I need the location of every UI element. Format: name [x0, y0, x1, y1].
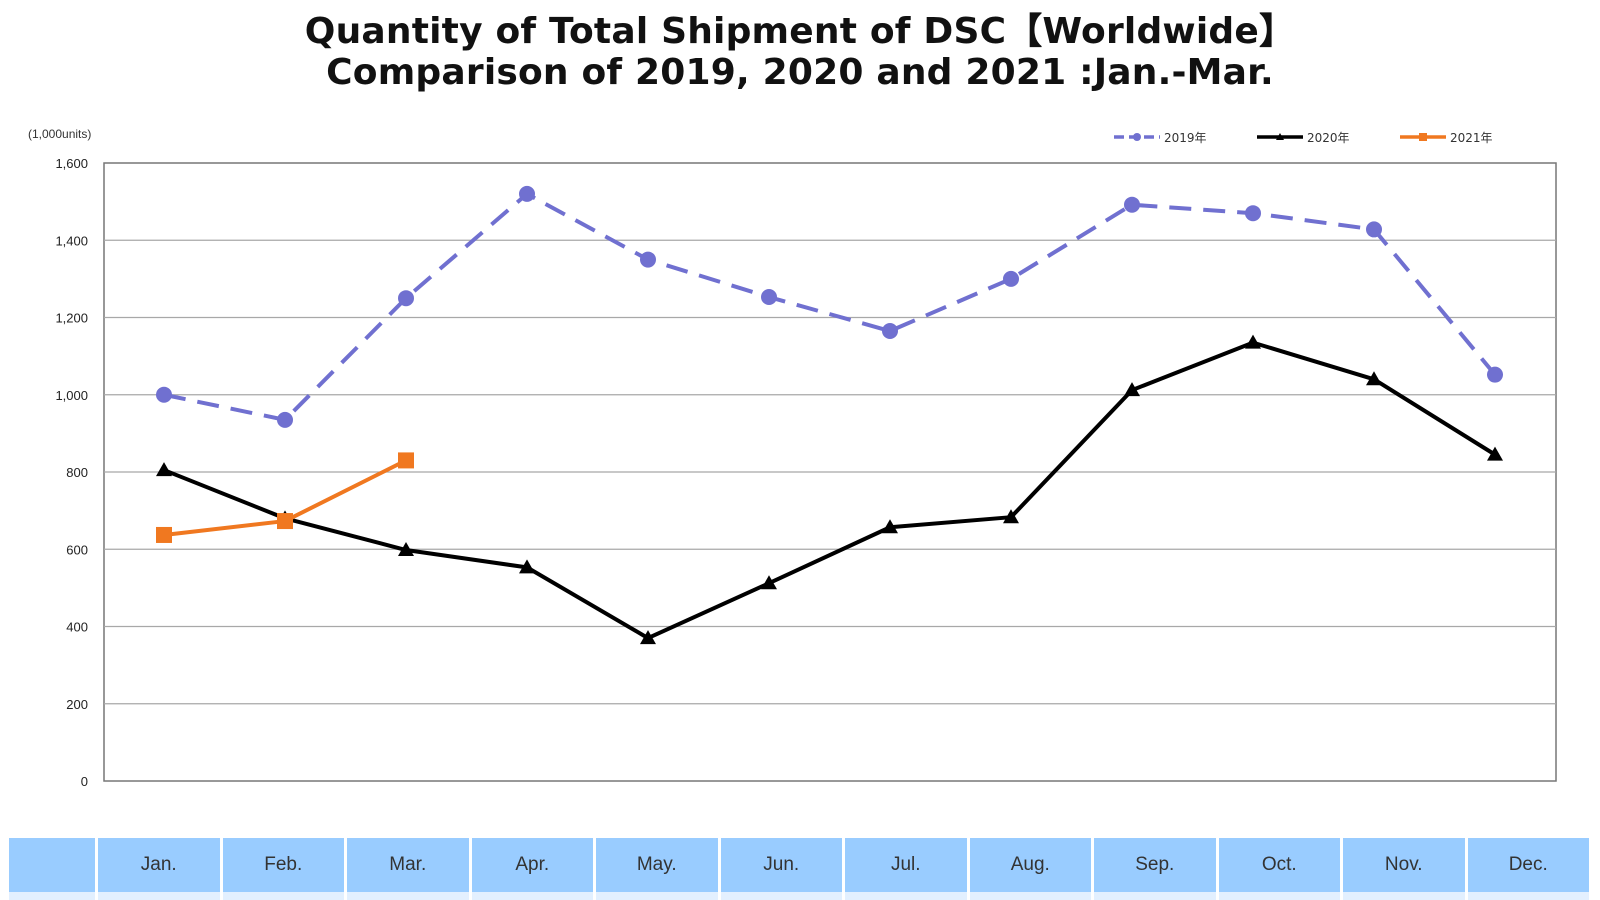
data-point-circle: [1124, 196, 1140, 213]
y-tick-label: 1,200: [55, 311, 88, 326]
legend-label: 2020年: [1307, 131, 1350, 145]
legend: 2019年 2020年 2021年: [1114, 131, 1493, 145]
y-tick-label: 1,400: [55, 233, 88, 248]
data-point-triangle: [1245, 334, 1261, 349]
month-table: Jan. Feb. Mar. Apr. May. Jun. Jul. Aug. Sep. Oct.…: [6, 838, 1592, 900]
data-point-circle: [398, 290, 414, 307]
data-point-triangle: [398, 542, 414, 557]
series-2020年: [156, 334, 1503, 645]
data-point-square: [277, 513, 293, 530]
month-cell: Jul.: [842, 838, 970, 892]
y-tick-label: 0: [81, 774, 88, 789]
series-2021年: [156, 452, 414, 543]
legend-label: 2021年: [1450, 131, 1493, 145]
month-table-next-row: [6, 892, 1592, 900]
data-point-circle: [1003, 270, 1019, 287]
month-header-blank: [6, 838, 98, 892]
table-cell: [1340, 892, 1468, 900]
data-point-square: [398, 452, 414, 469]
data-point-circle: [1366, 221, 1382, 238]
chart-title: Quantity of Total Shipment of DSC【Worldw…: [304, 11, 1296, 52]
data-point-square: [156, 526, 172, 543]
table-cell: [842, 892, 970, 900]
y-tick-label: 400: [66, 620, 88, 635]
y-tick-label: 1,000: [55, 388, 88, 403]
data-point-triangle: [519, 559, 535, 574]
y-tick-label: 800: [66, 465, 88, 480]
series-line: [163, 191, 1497, 422]
table-cell: [593, 892, 721, 900]
series-line: [163, 340, 1497, 641]
series-2019年: [156, 185, 1503, 428]
data-point-circle: [640, 251, 656, 268]
data-point-triangle: [1124, 382, 1140, 397]
month-cell: Dec.: [1464, 838, 1592, 892]
y-tick-label: 600: [66, 542, 88, 557]
data-point-triangle: [1003, 509, 1019, 524]
y-tick-label: 1,600: [55, 156, 88, 171]
month-cell: Jun.: [717, 838, 845, 892]
month-cell: Aug.: [966, 838, 1094, 892]
table-cell: [468, 892, 596, 900]
data-point-triangle: [640, 630, 656, 645]
table-cell: [219, 892, 347, 900]
data-point-triangle: [156, 462, 172, 477]
data-point-circle: [519, 185, 535, 202]
data-point-triangle: [882, 519, 898, 534]
data-point-triangle: [1487, 446, 1503, 461]
month-cell: Feb.: [219, 838, 347, 892]
table-cell: [966, 892, 1094, 900]
legend-label: 2019年: [1164, 131, 1207, 145]
legend-marker: [1419, 133, 1427, 141]
data-point-circle: [277, 411, 293, 428]
month-cell: Mar.: [344, 838, 472, 892]
data-point-triangle: [761, 575, 777, 590]
month-cell: Sep.: [1091, 838, 1219, 892]
table-cell: [717, 892, 845, 900]
y-tick-label: 200: [66, 697, 88, 712]
month-header-row: Jan. Feb. Mar. Apr. May. Jun. Jul. Aug. Sep. Oct.…: [6, 838, 1592, 892]
month-cell: Oct.: [1215, 838, 1343, 892]
month-cell: Nov.: [1340, 838, 1468, 892]
legend-marker: [1133, 133, 1141, 141]
y-axis-unit-label: (1,000units): [28, 127, 91, 141]
data-point-circle: [156, 386, 172, 403]
data-point-circle: [1487, 366, 1503, 383]
table-cell: [6, 892, 98, 900]
table-cell: [344, 892, 472, 900]
chart-subtitle: Comparison of 2019, 2020 and 2021 :Jan.-…: [326, 52, 1274, 93]
table-cell: [1091, 892, 1219, 900]
series-lines: [156, 185, 1503, 645]
data-point-triangle: [1366, 371, 1382, 386]
data-point-circle: [882, 323, 898, 340]
table-cell: [95, 892, 223, 900]
data-point-circle: [1245, 205, 1261, 222]
table-cell: [1464, 892, 1592, 900]
table-cell: [1215, 892, 1343, 900]
month-cell: May.: [593, 838, 721, 892]
y-axis: 0 200 400 600 800 1,000 1,200 1,400 1,600: [55, 156, 88, 789]
month-cell: Apr.: [468, 838, 596, 892]
legend-marker: [1276, 133, 1284, 140]
data-point-circle: [761, 289, 777, 306]
gridlines: [103, 162, 1557, 782]
month-cell: Jan.: [95, 838, 223, 892]
